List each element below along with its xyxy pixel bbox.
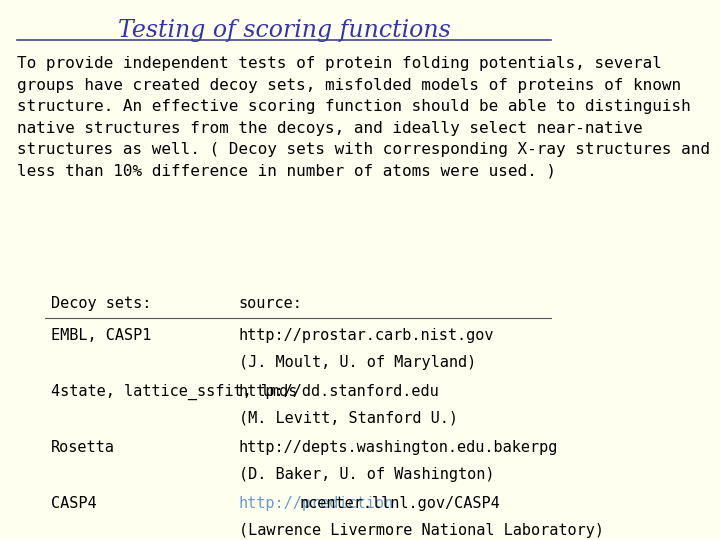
Text: (M. Levitt, Stanford U.): (M. Levitt, Stanford U.) [238,410,458,426]
Text: http://dd.stanford.edu: http://dd.stanford.edu [238,384,439,399]
Text: To provide independent tests of protein folding potentials, several
groups have : To provide independent tests of protein … [17,56,710,179]
Text: source:: source: [238,296,302,311]
Text: CASP4: CASP4 [51,496,96,511]
Text: http://prediction: http://prediction [238,496,394,511]
Text: http://depts.washington.edu.bakerpg: http://depts.washington.edu.bakerpg [238,440,558,455]
Text: (Lawrence Livermore National Laboratory): (Lawrence Livermore National Laboratory) [238,523,603,538]
Text: (J. Moult, U. of Maryland): (J. Moult, U. of Maryland) [238,355,476,370]
Text: http://prostar.carb.nist.gov: http://prostar.carb.nist.gov [238,328,494,343]
Text: Testing of scoring functions: Testing of scoring functions [118,19,451,42]
Text: Decoy sets:: Decoy sets: [51,296,151,311]
Text: ncenter.llnl.gov/CASP4: ncenter.llnl.gov/CASP4 [300,496,500,511]
Text: 4state, lattice_ssfit, lmds: 4state, lattice_ssfit, lmds [51,384,297,400]
Text: Rosetta: Rosetta [51,440,115,455]
Text: EMBL, CASP1: EMBL, CASP1 [51,328,151,343]
Text: (D. Baker, U. of Washington): (D. Baker, U. of Washington) [238,467,494,482]
